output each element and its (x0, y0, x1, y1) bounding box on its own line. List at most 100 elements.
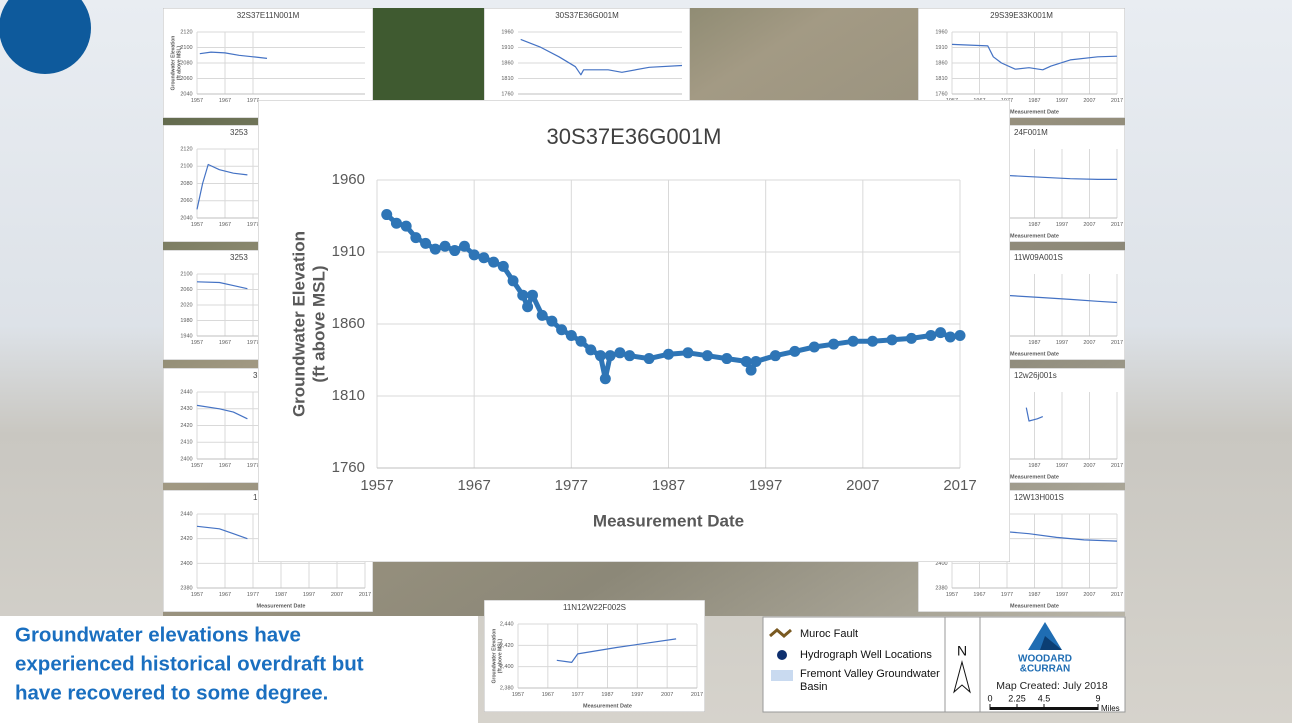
y-tick-label: 2100 (180, 271, 192, 277)
chart-bg (484, 600, 705, 712)
data-point (468, 249, 480, 261)
y-tick-label: 2100 (180, 164, 192, 170)
data-point (546, 315, 558, 327)
x-tick-label: 2017 (1111, 222, 1123, 228)
y-tick-label: 1910 (935, 45, 947, 51)
data-point (381, 209, 393, 221)
chart-title: 3 (253, 371, 258, 380)
y-tick-label: 2410 (180, 440, 192, 446)
y-tick-label: 2440 (180, 389, 192, 395)
data-point (905, 332, 917, 344)
x-tick-label: 2017 (1111, 340, 1123, 346)
y-tick-label: 2,400 (500, 664, 514, 670)
x-tick-label: 1957 (191, 222, 203, 228)
y-axis-label: (ft above MSL) (309, 265, 328, 382)
caption-box (0, 616, 478, 723)
y-tick-label: 1860 (501, 60, 513, 66)
x-tick-label: 2007 (1083, 340, 1095, 346)
x-tick-label: 1977 (247, 592, 259, 598)
x-tick-label: 1997 (749, 477, 782, 494)
data-point (769, 350, 781, 362)
x-tick-label: 1957 (191, 463, 203, 469)
x-tick-label: 1997 (1056, 592, 1068, 598)
data-point (740, 355, 752, 367)
y-tick-label: 1940 (180, 333, 192, 339)
x-tick-label: 1997 (303, 592, 315, 598)
y-axis-label: Groundwater Elevation (289, 231, 308, 417)
data-point (789, 345, 801, 357)
x-tick-label: 1957 (360, 477, 393, 494)
y-tick-label: 2080 (180, 181, 192, 187)
x-axis-label: Measurement Date (1010, 109, 1059, 115)
x-axis-label: Measurement Date (1010, 603, 1059, 609)
y-axis-label: (ft above MSL) (176, 45, 182, 80)
caption-line: experienced historical overdraft but (15, 652, 364, 675)
y-tick-label: 2040 (180, 91, 192, 97)
x-tick-label: 1987 (1028, 222, 1040, 228)
x-tick-label: 2017 (359, 592, 371, 598)
chart-title: 11W09A001S (1014, 253, 1063, 262)
legend-item: Muroc Fault (800, 628, 858, 640)
x-tick-label: 1997 (1056, 222, 1068, 228)
series-line (196, 525, 248, 540)
x-tick-label: 1967 (457, 477, 490, 494)
data-point (536, 309, 548, 321)
chart-title: 11N12W22F002S (563, 603, 626, 612)
series-line (1001, 530, 1118, 542)
y-tick-label: 1980 (180, 318, 192, 324)
chart-title: 32S37E11N001M (237, 11, 300, 20)
data-point (886, 334, 898, 346)
data-point (935, 327, 947, 339)
x-tick-label: 1977 (247, 463, 259, 469)
y-tick-label: 2100 (180, 45, 192, 51)
well-icon (777, 650, 787, 660)
series-line (520, 38, 683, 76)
chart-title: 1 (253, 493, 258, 502)
chart-title: 3253 (230, 128, 248, 137)
data-point (614, 347, 626, 359)
x-tick-label: 1997 (631, 692, 643, 698)
data-point (478, 252, 490, 264)
logo-text: WOODARD (1018, 654, 1072, 665)
data-point (925, 330, 937, 342)
chart: 30S37E36G001M 1760 1810 1860 1910 1960 1957 196… (258, 100, 1010, 562)
y-tick-label: 2080 (180, 60, 192, 66)
x-tick-label: 1987 (601, 692, 613, 698)
series-line (556, 638, 677, 663)
x-tick-label: 2017 (691, 692, 703, 698)
series-line (1001, 294, 1118, 304)
y-tick-label: 2,420 (500, 643, 514, 649)
scale-label: 2.25 (1008, 693, 1026, 703)
x-tick-label: 1987 (1028, 592, 1040, 598)
y-tick-label: 2020 (180, 302, 192, 308)
data-point (449, 245, 461, 257)
y-tick-label: 2400 (180, 456, 192, 462)
data-point (944, 331, 956, 343)
data-point (400, 220, 412, 232)
x-tick-label: 2007 (331, 592, 343, 598)
x-tick-label: 2007 (1083, 98, 1095, 104)
x-tick-label: 1957 (512, 692, 524, 698)
basin-icon (771, 670, 793, 681)
data-point (585, 344, 597, 356)
chart-title: 30S37E36G001M (547, 124, 722, 149)
y-tick-label: 1910 (501, 45, 513, 51)
x-tick-label: 1967 (219, 222, 231, 228)
data-point (507, 275, 519, 287)
chart: 30S37E36G001M 1760 1810 1860 1910 1960 (484, 8, 690, 118)
data-point (575, 335, 587, 347)
data-point (745, 364, 757, 376)
accent-circle (0, 0, 91, 74)
x-axis-label: Measurement Date (583, 703, 632, 709)
y-tick-label: 2040 (180, 215, 192, 221)
chart-title: 3253 (230, 253, 248, 262)
data-point (458, 240, 470, 252)
data-point (682, 347, 694, 359)
x-tick-label: 1967 (973, 592, 985, 598)
x-axis-label: Measurement Date (1010, 351, 1059, 357)
y-axis-label: (ft above MSL) (497, 638, 503, 673)
y-tick-label: 2120 (180, 146, 192, 152)
y-tick-label: 2380 (180, 585, 192, 591)
y-tick-label: 1760 (332, 459, 365, 476)
